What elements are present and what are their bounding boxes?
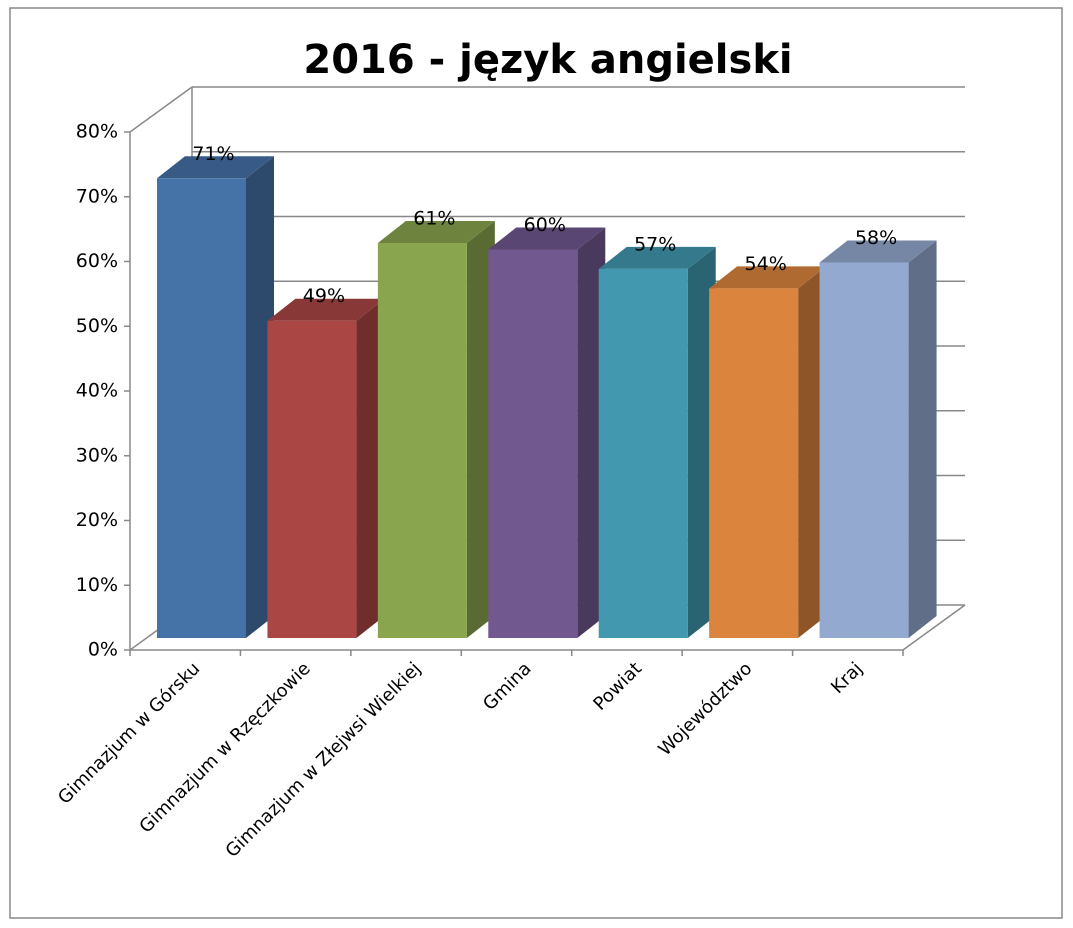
y-tick-label: 80%	[76, 121, 118, 143]
data-label: 61%	[413, 208, 455, 230]
bar-top	[598, 246, 716, 269]
bar-side	[687, 246, 716, 639]
y-tick-label: 20%	[76, 509, 118, 531]
chart-title: 2016 - język angielski	[303, 37, 792, 83]
y-tick-label: 0%	[88, 639, 118, 661]
y-tick-label: 30%	[76, 444, 118, 466]
bar-side	[466, 221, 495, 638]
bar-top	[157, 156, 274, 179]
bar	[488, 249, 578, 638]
y-tick-label: 40%	[76, 380, 118, 402]
bar	[598, 268, 688, 638]
bar	[709, 288, 799, 638]
y-tick-label: 10%	[76, 574, 118, 596]
data-label: 58%	[855, 227, 897, 249]
bar-top	[267, 298, 385, 321]
floor-edge	[902, 604, 966, 651]
data-label: 49%	[303, 285, 345, 307]
bar	[157, 178, 246, 638]
bar-side	[908, 240, 937, 638]
bar-side	[577, 227, 606, 638]
bar	[819, 262, 909, 638]
bar-top	[377, 221, 495, 244]
data-label: 57%	[634, 233, 676, 255]
data-label: 54%	[745, 253, 787, 275]
bar-side	[246, 156, 274, 638]
y-tick-label: 50%	[76, 315, 118, 337]
wall-edge	[129, 86, 193, 133]
data-label: 60%	[524, 214, 566, 236]
data-label: 71%	[192, 143, 234, 165]
bar-side	[356, 298, 385, 638]
bar-top	[709, 266, 827, 289]
y-tick-label: 60%	[76, 250, 118, 272]
y-tick-label: 70%	[76, 185, 118, 207]
bar-top	[819, 240, 937, 263]
bar	[377, 243, 467, 638]
bar	[267, 320, 357, 638]
bar-side	[798, 266, 827, 638]
bar-top	[488, 227, 606, 250]
